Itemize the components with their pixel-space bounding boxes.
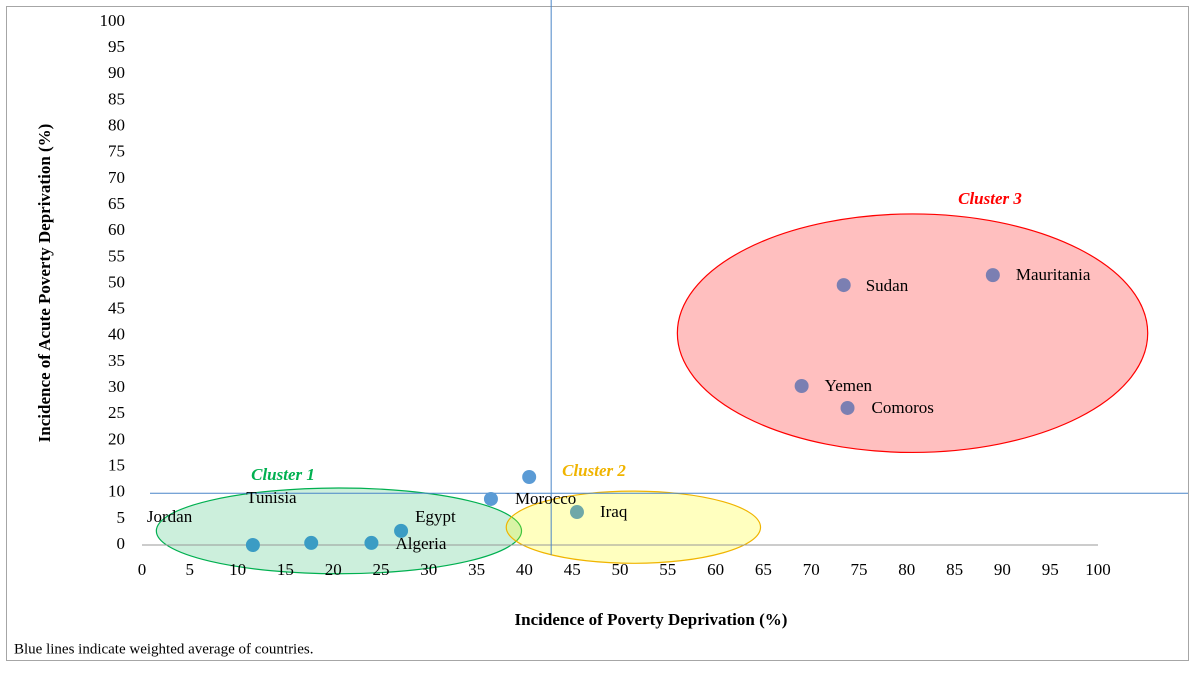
point-label: Yemen [825, 376, 873, 395]
y-tick-label: 100 [100, 11, 126, 30]
y-tick-label: 0 [117, 534, 126, 553]
x-tick-label: 30 [420, 560, 437, 579]
y-tick-label: 95 [108, 37, 125, 56]
x-tick-label: 75 [851, 560, 868, 579]
data-point [836, 278, 851, 293]
cluster-ellipse [155, 487, 523, 575]
x-tick-label: 25 [373, 560, 390, 579]
y-axis-title: Incidence of Acute Poverty Deprivation (… [35, 124, 54, 443]
x-tick-label: 45 [564, 560, 581, 579]
y-tick-label: 40 [108, 325, 125, 344]
y-tick-label: 30 [108, 377, 125, 396]
data-point [483, 491, 498, 506]
point-label: Comoros [872, 398, 934, 417]
x-tick-label: 40 [516, 560, 533, 579]
x-tick-label: 10 [229, 560, 246, 579]
y-tick-label: 25 [108, 403, 125, 422]
y-tick-label: 35 [108, 351, 125, 370]
y-tick-label: 70 [108, 168, 125, 187]
y-tick-label: 90 [108, 63, 125, 82]
y-tick-label: 75 [108, 142, 125, 161]
x-tick-label: 95 [1042, 560, 1059, 579]
x-tick-label: 90 [994, 560, 1011, 579]
y-tick-label: 45 [108, 299, 125, 318]
note: Blue lines indicate weighted average of … [14, 641, 313, 657]
x-tick-label: 55 [659, 560, 676, 579]
data-point [569, 505, 584, 520]
point-label: Iraq [600, 502, 628, 521]
point-label: Algeria [395, 534, 446, 553]
data-point [794, 379, 809, 394]
y-tick-label: 20 [108, 429, 125, 448]
data-point [394, 523, 409, 538]
x-tick-label: 60 [707, 560, 724, 579]
y-tick-label: 65 [108, 194, 125, 213]
data-point [364, 535, 379, 550]
x-axis-title: Incidence of Poverty Deprivation (%) [515, 610, 788, 629]
data-point [840, 400, 855, 415]
x-tick-label: 20 [325, 560, 342, 579]
y-tick-label: 15 [108, 455, 125, 474]
x-tick-label: 85 [946, 560, 963, 579]
y-tick-label: 80 [108, 116, 125, 135]
x-tick-label: 80 [898, 560, 915, 579]
x-tick-label: 15 [277, 560, 294, 579]
x-tick-label: 35 [468, 560, 485, 579]
frame [6, 6, 1189, 661]
point-label: Mauritania [1016, 265, 1091, 284]
x-tick-label: 5 [186, 560, 195, 579]
point-label: Egypt [415, 507, 456, 526]
y-tick-label: 60 [108, 220, 125, 239]
cluster-ellipse [676, 213, 1149, 454]
data-point [985, 268, 1000, 283]
cluster-label: Cluster 2 [562, 461, 626, 480]
x-tick-label: 0 [138, 560, 147, 579]
x-tick-label: 65 [755, 560, 772, 579]
data-point [522, 470, 537, 485]
y-tick-label: 50 [108, 272, 125, 291]
point-label: Morocco [515, 489, 576, 508]
x-tick-label: 100 [1085, 560, 1111, 579]
cluster-label: Cluster 3 [958, 189, 1022, 208]
cluster-label: Cluster 1 [251, 465, 315, 484]
y-tick-label: 55 [108, 246, 125, 265]
y-tick-label: 5 [117, 508, 126, 527]
y-tick-label: 85 [108, 89, 125, 108]
data-point [304, 535, 319, 550]
y-tick-label: 10 [108, 482, 125, 501]
point-label: Tunisia [246, 488, 297, 507]
x-tick-label: 50 [612, 560, 629, 579]
x-tick-label: 70 [803, 560, 820, 579]
point-label: Jordan [147, 507, 193, 526]
data-point [245, 538, 260, 552]
point-label: Sudan [866, 276, 909, 295]
